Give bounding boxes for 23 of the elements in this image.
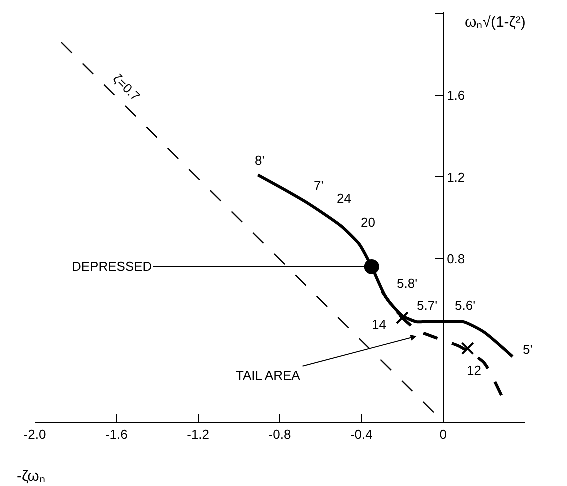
annotation: 24 — [337, 191, 352, 206]
annotation: DEPRESSED — [72, 259, 152, 274]
y-tick-label: 1.6 — [447, 88, 466, 104]
x-tick-label: 0 — [440, 426, 447, 442]
x-tick-label: -1.2 — [187, 426, 210, 442]
annotation: 5.7' — [417, 298, 438, 313]
annotation: 14 — [372, 317, 386, 332]
annotation: 20 — [361, 215, 376, 230]
x-tick-label: -1.6 — [105, 426, 128, 442]
x-tick-label: -2.0 — [24, 426, 46, 442]
x-tick-label: -0.8 — [268, 426, 292, 442]
annotation: 12 — [467, 363, 482, 378]
x-axis-title: -ζωₙ — [17, 468, 46, 485]
annotation: 5.6' — [455, 298, 476, 313]
y-tick-label: 1.2 — [447, 170, 466, 185]
x-tick-label: -0.4 — [350, 426, 373, 442]
annotation: 7' — [314, 178, 324, 193]
annotation: 5.8' — [397, 276, 418, 291]
y-axis-title: ωₙ√(1-ζ²) — [465, 14, 526, 31]
annotation: 8' — [255, 153, 265, 168]
annotation: 5' — [523, 342, 533, 357]
annotation: TAIL AREA — [236, 368, 301, 383]
y-tick-label: 0.8 — [447, 251, 466, 266]
